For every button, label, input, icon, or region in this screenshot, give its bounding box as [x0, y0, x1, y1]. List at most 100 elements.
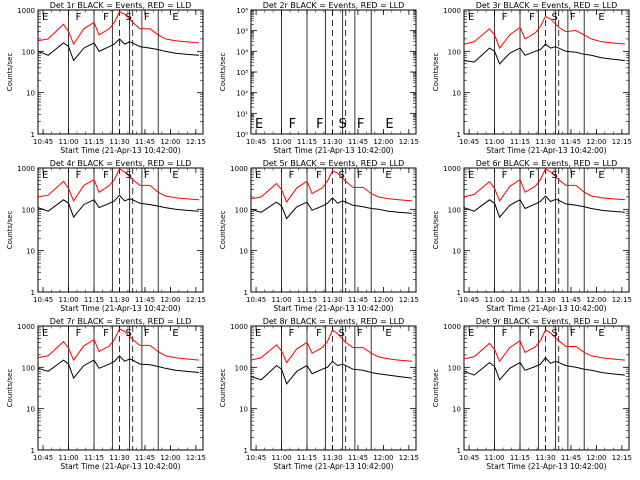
- region-label: F: [144, 170, 150, 181]
- x-tick-label: 11:00: [58, 296, 78, 304]
- y-tick-label: 100: [235, 206, 248, 214]
- x-tick-label: 11:15: [510, 454, 530, 462]
- plot-frame: [250, 9, 417, 135]
- x-tick-label: 12:00: [586, 138, 606, 146]
- region-label: E: [172, 12, 178, 23]
- region-label: E: [468, 170, 474, 181]
- series-lld: [37, 168, 199, 202]
- series-lld: [37, 328, 199, 362]
- y-tick-label: 100: [448, 364, 461, 372]
- y-axis-label: Counts/sec: [432, 369, 440, 408]
- panel-title: Det 6r BLACK = Events, RED = LLD: [476, 159, 618, 168]
- region-label: F: [357, 170, 363, 181]
- y-tick-label: 10: [452, 248, 461, 256]
- y-tick-label: 1000: [443, 165, 461, 173]
- x-tick-label: 11:15: [84, 454, 104, 462]
- region-label: F: [76, 328, 82, 339]
- region-label: S: [339, 170, 345, 181]
- region-label: E: [468, 12, 474, 23]
- y-tick-label: 10: [452, 90, 461, 98]
- region-label: S: [339, 328, 345, 339]
- x-tick-label: 11:45: [561, 296, 581, 304]
- series-events: [250, 197, 412, 220]
- x-tick-label: 10:45: [246, 138, 266, 146]
- panel-det-6: Det 6r BLACK = Events, RED = LLD 1 10 100 10…: [432, 159, 632, 313]
- region-label: E: [42, 170, 48, 181]
- y-tick-label: 10²: [236, 90, 248, 98]
- region-label: F: [76, 170, 82, 181]
- y-axis-label: Counts/sec: [432, 53, 440, 92]
- y-tick-label: 10⁶: [236, 7, 248, 15]
- y-tick-label: 1000: [230, 323, 248, 331]
- x-tick-label: 11:30: [535, 138, 555, 146]
- y-tick-label: 1: [457, 289, 461, 297]
- x-axis-label: Start Time (21-Apr-13 10:42:00): [60, 146, 180, 155]
- x-tick-label: 11:45: [561, 138, 581, 146]
- region-label: E: [598, 328, 604, 339]
- x-tick-label: 11:30: [109, 138, 129, 146]
- region-label: F: [570, 12, 576, 23]
- region-label: S: [552, 170, 558, 181]
- y-tick-label: 100: [22, 364, 35, 372]
- x-axis-label: Start Time (21-Apr-13 10:42:00): [486, 304, 606, 313]
- x-tick-label: 11:15: [84, 296, 104, 304]
- y-tick-label: 1000: [230, 165, 248, 173]
- x-tick-label: 11:15: [84, 138, 104, 146]
- plot-frame: [250, 167, 417, 293]
- region-label: E: [255, 170, 261, 181]
- region-label: F: [289, 117, 296, 132]
- region-label: E: [598, 12, 604, 23]
- region-label: E: [172, 328, 178, 339]
- x-axis-label: Start Time (21-Apr-13 10:42:00): [273, 146, 393, 155]
- x-tick-label: 12:00: [373, 138, 393, 146]
- y-tick-label: 1000: [443, 7, 461, 15]
- region-label: F: [529, 12, 535, 23]
- y-tick-label: 10⁴: [236, 48, 248, 56]
- x-tick-label: 11:00: [271, 138, 291, 146]
- panel-title: Det 3r BLACK = Events, RED = LLD: [476, 1, 618, 10]
- x-tick-label: 11:00: [58, 454, 78, 462]
- x-axis-label: Start Time (21-Apr-13 10:42:00): [486, 462, 606, 471]
- x-tick-label: 11:00: [271, 454, 291, 462]
- x-tick-label: 10:45: [33, 138, 53, 146]
- region-label: S: [126, 328, 132, 339]
- x-tick-label: 10:45: [33, 296, 53, 304]
- panel-title: Det 8r BLACK = Events, RED = LLD: [263, 317, 405, 326]
- plot-frame: [250, 325, 417, 451]
- panel-title: Det 1r BLACK = Events, RED = LLD: [50, 1, 192, 10]
- x-tick-label: 12:00: [586, 296, 606, 304]
- panel-det-4: Det 4r BLACK = Events, RED = LLD 1 10 100 10…: [6, 159, 206, 313]
- y-axis-label: Counts/sec: [219, 369, 227, 408]
- x-tick-label: 11:15: [297, 138, 317, 146]
- y-tick-label: 1: [457, 131, 461, 139]
- x-tick-label: 10:45: [246, 454, 266, 462]
- region-label: F: [502, 12, 508, 23]
- series-lld: [463, 15, 625, 50]
- x-tick-label: 11:30: [322, 296, 342, 304]
- region-label: F: [316, 328, 322, 339]
- x-tick-label: 11:00: [58, 138, 78, 146]
- panel-title: Det 7r BLACK = Events, RED = LLD: [50, 317, 192, 326]
- x-tick-label: 11:00: [484, 454, 504, 462]
- x-tick-label: 11:45: [135, 454, 155, 462]
- y-tick-label: 100: [448, 206, 461, 214]
- x-axis-label: Start Time (21-Apr-13 10:42:00): [273, 304, 393, 313]
- y-tick-label: 1: [244, 447, 248, 455]
- y-tick-label: 10: [452, 406, 461, 414]
- y-axis-label: Counts/sec: [219, 211, 227, 250]
- panel-det-8: Det 8r BLACK = Events, RED = LLD 1 10 100 10…: [219, 317, 419, 471]
- x-tick-label: 10:45: [33, 454, 53, 462]
- x-tick-label: 12:00: [586, 454, 606, 462]
- x-axis-label: Start Time (21-Apr-13 10:42:00): [486, 146, 606, 155]
- region-label: F: [357, 117, 364, 132]
- y-tick-label: 100: [22, 206, 35, 214]
- y-tick-label: 1: [457, 447, 461, 455]
- x-tick-label: 11:30: [109, 296, 129, 304]
- region-label: F: [570, 328, 576, 339]
- series-events: [463, 357, 625, 381]
- region-label: F: [529, 328, 535, 339]
- x-tick-label: 12:15: [399, 138, 419, 146]
- x-tick-label: 10:45: [246, 296, 266, 304]
- x-tick-label: 12:00: [160, 138, 180, 146]
- y-tick-label: 1: [31, 131, 35, 139]
